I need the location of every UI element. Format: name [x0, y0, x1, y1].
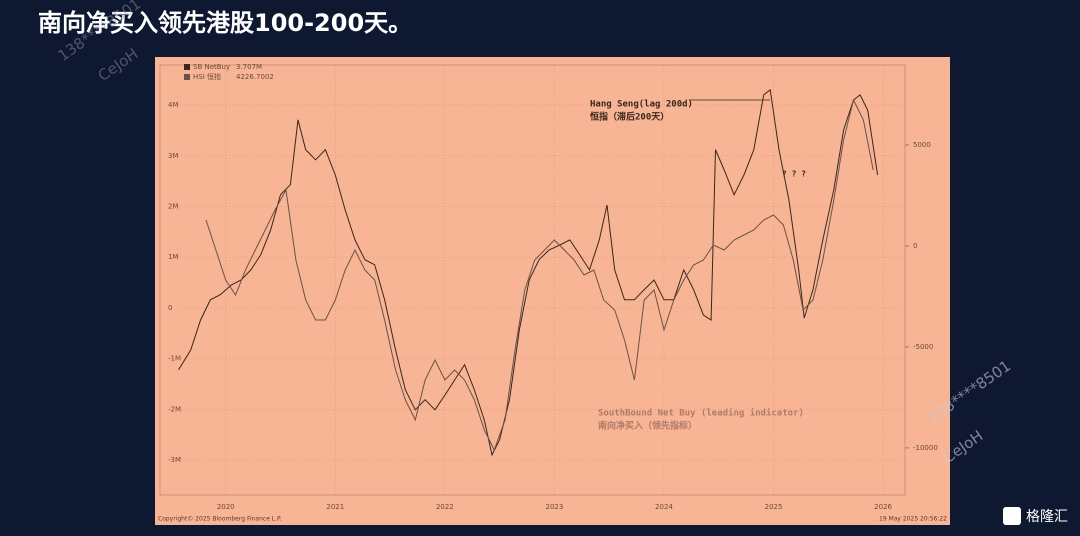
x-tick-label: 2024: [655, 503, 673, 511]
x-tick-label: 2025: [765, 503, 783, 511]
y-tick-label: -2M: [168, 405, 181, 413]
legend-value: 4226.7002: [236, 73, 274, 81]
y2-tick-label: -5000: [913, 343, 933, 351]
y-tick-label: -1M: [168, 355, 181, 363]
annotation: SouthBound Net Buy (leading indicator): [598, 408, 804, 419]
timestamp: 19 May 2025 20:56:22: [879, 516, 947, 523]
legend-label: SB NetBuy: [193, 63, 230, 71]
x-tick-label: 2023: [545, 503, 563, 511]
annotation: 恒指（滞后200天）: [590, 111, 669, 123]
page-title: 南向净买入领先港股100-200天。: [38, 9, 412, 37]
x-tick-label: 2026: [874, 503, 892, 511]
logo-icon: [1003, 507, 1021, 525]
legend-swatch: [184, 74, 190, 80]
x-tick-label: 2020: [217, 503, 235, 511]
y-tick-label: 4M: [168, 101, 179, 109]
logo: 格隆汇: [1026, 509, 1068, 525]
legend-swatch: [184, 64, 190, 70]
legend-label: HSI 恒指: [193, 72, 221, 81]
x-tick-label: 2022: [436, 503, 454, 511]
y-tick-label: 1M: [168, 253, 179, 261]
series-line: [178, 88, 879, 457]
y2-tick-label: -10000: [913, 444, 938, 452]
y-tick-label: 3M: [168, 152, 179, 160]
annotation: 南向净买入（领先指标）: [598, 420, 697, 432]
y-tick-label: -3M: [168, 456, 181, 464]
annotation: Hang Seng(lag 200d): [590, 100, 693, 110]
y2-tick-label: 5000: [913, 141, 931, 149]
y-tick-label: 0: [168, 304, 172, 312]
x-tick-label: 2021: [326, 503, 344, 511]
watermark: CeJoH: [95, 45, 142, 85]
plot: 4M 3M 2M 1M 0 -1M -2M -3M 5000 0 -5000 -10000 2020 20…: [158, 63, 947, 523]
y-tick-label: 2M: [168, 202, 179, 210]
source: Copyright© 2025 Bloomberg Finance L.P.: [158, 516, 282, 523]
plot-frame: [159, 64, 906, 496]
annotation: ? ? ?: [782, 170, 806, 179]
y2-tick-label: 0: [913, 242, 917, 250]
chart-area: [155, 57, 950, 525]
series-line: [205, 98, 874, 452]
legend-value: 3.707M: [236, 63, 262, 71]
